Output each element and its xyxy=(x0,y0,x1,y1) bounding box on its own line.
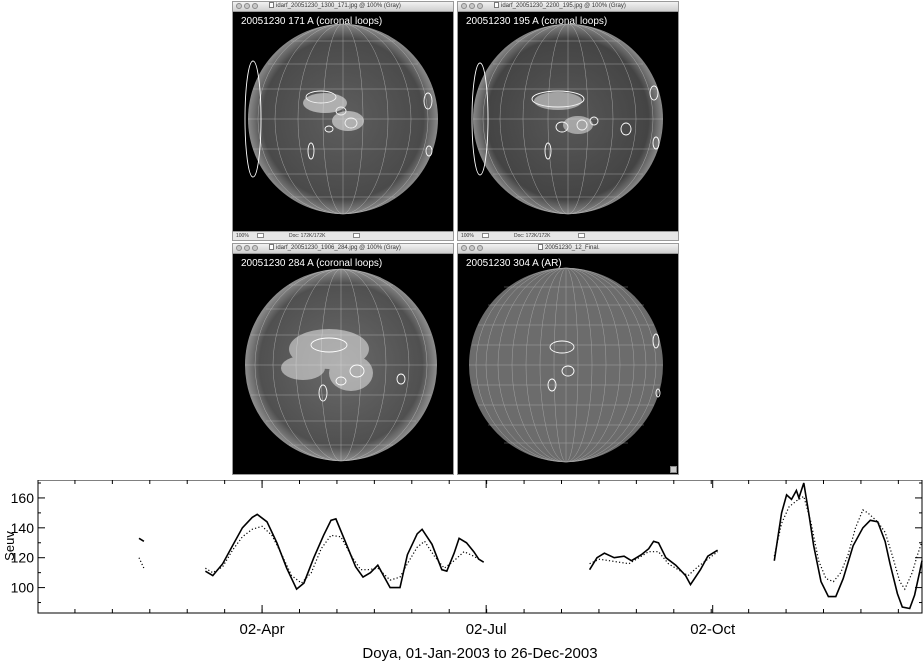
image-caption: 20051230 195 A (coronal loops) xyxy=(466,16,608,27)
doc-size: Doc: 172K/172K xyxy=(289,233,326,239)
status-menu-arrow-icon[interactable] xyxy=(578,233,585,238)
solid-series-line xyxy=(138,537,145,542)
bright-loops xyxy=(281,329,373,391)
x-tick-label: 02-Oct xyxy=(690,621,736,638)
zoom-button[interactable] xyxy=(477,3,483,9)
doc-size: Doc: 172K/172K xyxy=(514,233,551,239)
document-icon xyxy=(494,2,499,9)
sun-image xyxy=(245,268,437,462)
dotted-series-line xyxy=(205,525,485,584)
document-icon xyxy=(269,244,274,251)
x-tick-label: 02-Apr xyxy=(240,621,285,638)
y-tick-label: 140 xyxy=(11,520,35,536)
close-button[interactable] xyxy=(236,3,242,9)
solid-series-line xyxy=(204,513,485,591)
minimize-button[interactable] xyxy=(469,245,475,251)
x-tick-label: 02-Jul xyxy=(466,621,507,638)
zoom-stepper[interactable] xyxy=(257,233,264,238)
x-ticks: 02-Apr 02-Jul 02-Oct xyxy=(74,480,899,638)
close-button[interactable] xyxy=(461,3,467,9)
zoom-stepper[interactable] xyxy=(482,233,489,238)
active-region-contours xyxy=(310,337,406,402)
window-title: idarf_20051230_1300_171.jpg @ 100% (Gray… xyxy=(276,3,401,9)
x-axis-label: Doya, 01-Jan-2003 to 26-Dec-2003 xyxy=(362,645,597,662)
image-window-195[interactable]: idarf_20051230_2200_195.jpg @ 100% (Gray… xyxy=(457,1,679,241)
y-tick-label: 160 xyxy=(11,490,35,506)
document-icon xyxy=(538,244,543,251)
image-window-284[interactable]: idarf_20051230_1906_284.jpg @ 100% (Gray… xyxy=(232,243,454,475)
image-caption: 20051230 284 A (coronal loops) xyxy=(241,258,383,269)
window-title: idarf_20051230_2200_195.jpg @ 100% (Gray… xyxy=(501,3,626,9)
close-button[interactable] xyxy=(461,245,467,251)
solid-series-line xyxy=(773,482,923,610)
zoom-level[interactable]: 100% xyxy=(461,233,474,239)
sun-image xyxy=(469,267,663,463)
dotted-series-line xyxy=(773,495,923,591)
window-titlebar[interactable]: idarf_20051230_1906_284.jpg @ 100% (Gray… xyxy=(233,244,453,254)
sun-image xyxy=(244,23,438,215)
minimize-button[interactable] xyxy=(469,3,475,9)
y-tick-label: 100 xyxy=(11,580,35,596)
window-titlebar[interactable]: idarf_20051230_2200_195.jpg @ 100% (Gray… xyxy=(458,2,678,12)
active-region-contours xyxy=(547,333,661,398)
plot-frame xyxy=(37,480,923,614)
bright-loops xyxy=(534,92,593,134)
zoom-button[interactable] xyxy=(252,245,258,251)
zoom-button[interactable] xyxy=(477,245,483,251)
y-ticks: 100 120 140 160 xyxy=(11,482,922,604)
window-title: idarf_20051230_1906_284.jpg @ 100% (Gray… xyxy=(276,245,401,251)
window-titlebar[interactable]: idarf_20051230_1300_171.jpg @ 100% (Gray… xyxy=(233,2,453,12)
image-caption: 20051230 304 A (AR) xyxy=(466,258,562,269)
y-tick-label: 120 xyxy=(11,550,35,566)
y-axis-label: Seuv xyxy=(2,531,17,561)
bright-loops xyxy=(303,93,364,131)
seuv-time-series-chart: Seuv Doya, 01-Jan-2003 to 26-Dec-2003 10… xyxy=(2,480,923,662)
resize-grip-icon[interactable] xyxy=(670,466,677,473)
heliographic-grid xyxy=(248,23,438,215)
heliographic-grid xyxy=(469,267,663,463)
sun-image xyxy=(471,23,663,215)
window-titlebar[interactable]: 20051230_12_Final. xyxy=(458,244,678,254)
zoom-button[interactable] xyxy=(252,3,258,9)
close-button[interactable] xyxy=(236,245,242,251)
minimize-button[interactable] xyxy=(244,245,250,251)
status-bar: 100% Doc: 172K/172K xyxy=(458,231,678,240)
image-window-304[interactable]: 20051230_12_Final. 20051230 304 A (AR) xyxy=(457,243,679,475)
minimize-button[interactable] xyxy=(244,3,250,9)
status-bar: 100% Doc: 172K/172K xyxy=(233,231,453,240)
document-icon xyxy=(269,2,274,9)
dotted-series-line xyxy=(138,557,145,569)
zoom-level[interactable]: 100% xyxy=(236,233,249,239)
series-lines xyxy=(138,482,923,610)
dotted-series-line xyxy=(589,551,718,577)
solid-series-line xyxy=(588,540,719,587)
status-menu-arrow-icon[interactable] xyxy=(353,233,360,238)
image-caption: 20051230 171 A (coronal loops) xyxy=(241,16,383,27)
image-window-171[interactable]: idarf_20051230_1300_171.jpg @ 100% (Gray… xyxy=(232,1,454,241)
window-title: 20051230_12_Final. xyxy=(545,245,600,251)
